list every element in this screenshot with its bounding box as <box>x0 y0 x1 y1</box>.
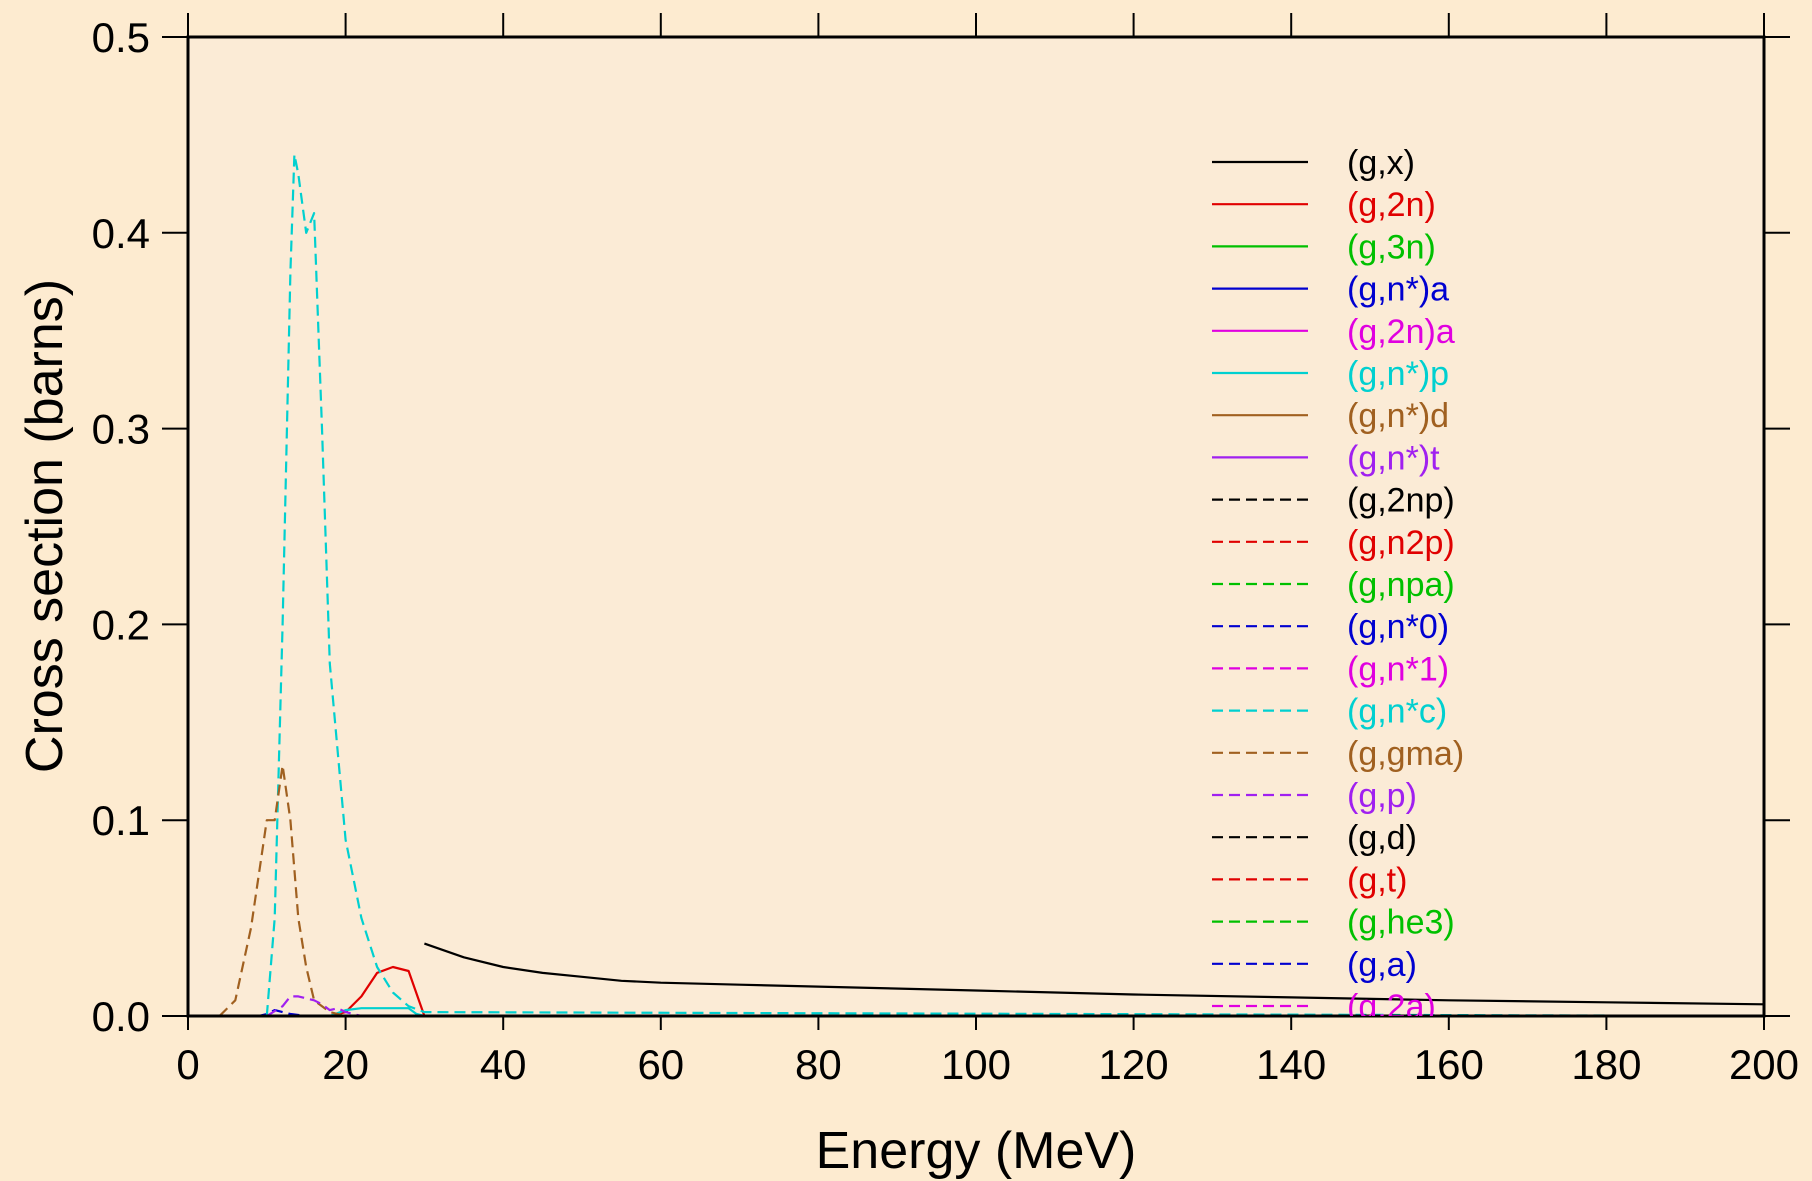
series-line-14 <box>218 764 1764 1016</box>
y-tick-label: 0.0 <box>92 993 150 1040</box>
legend-label: (g,n*1) <box>1347 650 1449 688</box>
legend-label: (g,n*)t <box>1347 439 1440 477</box>
legend-label: (g,2n)a <box>1347 313 1455 351</box>
y-tick-label: 0.4 <box>92 210 150 257</box>
legend-label: (g,t) <box>1347 861 1407 899</box>
legend-label: (g,gma) <box>1347 735 1464 773</box>
x-tick-label: 60 <box>637 1041 684 1088</box>
x-tick-label: 120 <box>1099 1041 1169 1088</box>
legend-label: (g,2n) <box>1347 186 1436 224</box>
legend-label: (g,x) <box>1347 144 1415 182</box>
x-tick-label: 180 <box>1571 1041 1641 1088</box>
legend-label: (g,n*)a <box>1347 271 1449 309</box>
series-line-0 <box>424 942 1764 1006</box>
legend-label: (g,a) <box>1347 946 1417 984</box>
legend-label: (g,n*)d <box>1347 397 1449 435</box>
y-tick-label: 0.5 <box>92 14 150 61</box>
y-axis-label: Cross section (barns) <box>16 279 74 773</box>
legend-label: (g,n*0) <box>1347 608 1449 646</box>
y-tick-label: 0.2 <box>92 601 150 648</box>
axes-layer: 0 20 40 60 80 100 120 140 160 180 200 0.0 0.1 0.2 0.3 0… <box>92 13 1799 1088</box>
series-line-5 <box>329 1007 425 1016</box>
plot-area <box>188 37 1764 1016</box>
legend-label: (g,n*)p <box>1347 355 1449 393</box>
legend: (g,x) (g,2n) (g,3n) (g,n*)a (g,2n)a (g,n*)p (g… <box>1212 144 1464 1026</box>
legend-label: (g,2a) <box>1347 988 1436 1026</box>
y-tick-label: 0.3 <box>92 406 150 453</box>
legend-label: (g,he3) <box>1347 904 1455 942</box>
legend-label: (g,2np) <box>1347 482 1455 520</box>
x-tick-label: 160 <box>1414 1041 1484 1088</box>
x-tick-label: 100 <box>941 1041 1011 1088</box>
series-line-15 <box>266 995 1764 1016</box>
legend-label: (g,d) <box>1347 819 1417 857</box>
legend-label: (g,npa) <box>1347 566 1455 604</box>
y-tick-label: 0.1 <box>92 797 150 844</box>
legend-label: (g,p) <box>1347 777 1417 815</box>
legend-label: (g,3n) <box>1347 228 1436 266</box>
legend-label: (g,n2p) <box>1347 524 1455 562</box>
x-axis-label: Energy (MeV) <box>816 1122 1137 1180</box>
x-tick-label: 140 <box>1256 1041 1326 1088</box>
legend-label: (g,n*c) <box>1347 693 1447 731</box>
x-tick-label: 80 <box>795 1041 842 1088</box>
x-tick-label: 200 <box>1729 1041 1799 1088</box>
x-tick-label: 0 <box>176 1041 199 1088</box>
x-tick-label: 40 <box>480 1041 527 1088</box>
x-tick-label: 20 <box>322 1041 369 1088</box>
series-line-13 <box>265 153 1764 1016</box>
